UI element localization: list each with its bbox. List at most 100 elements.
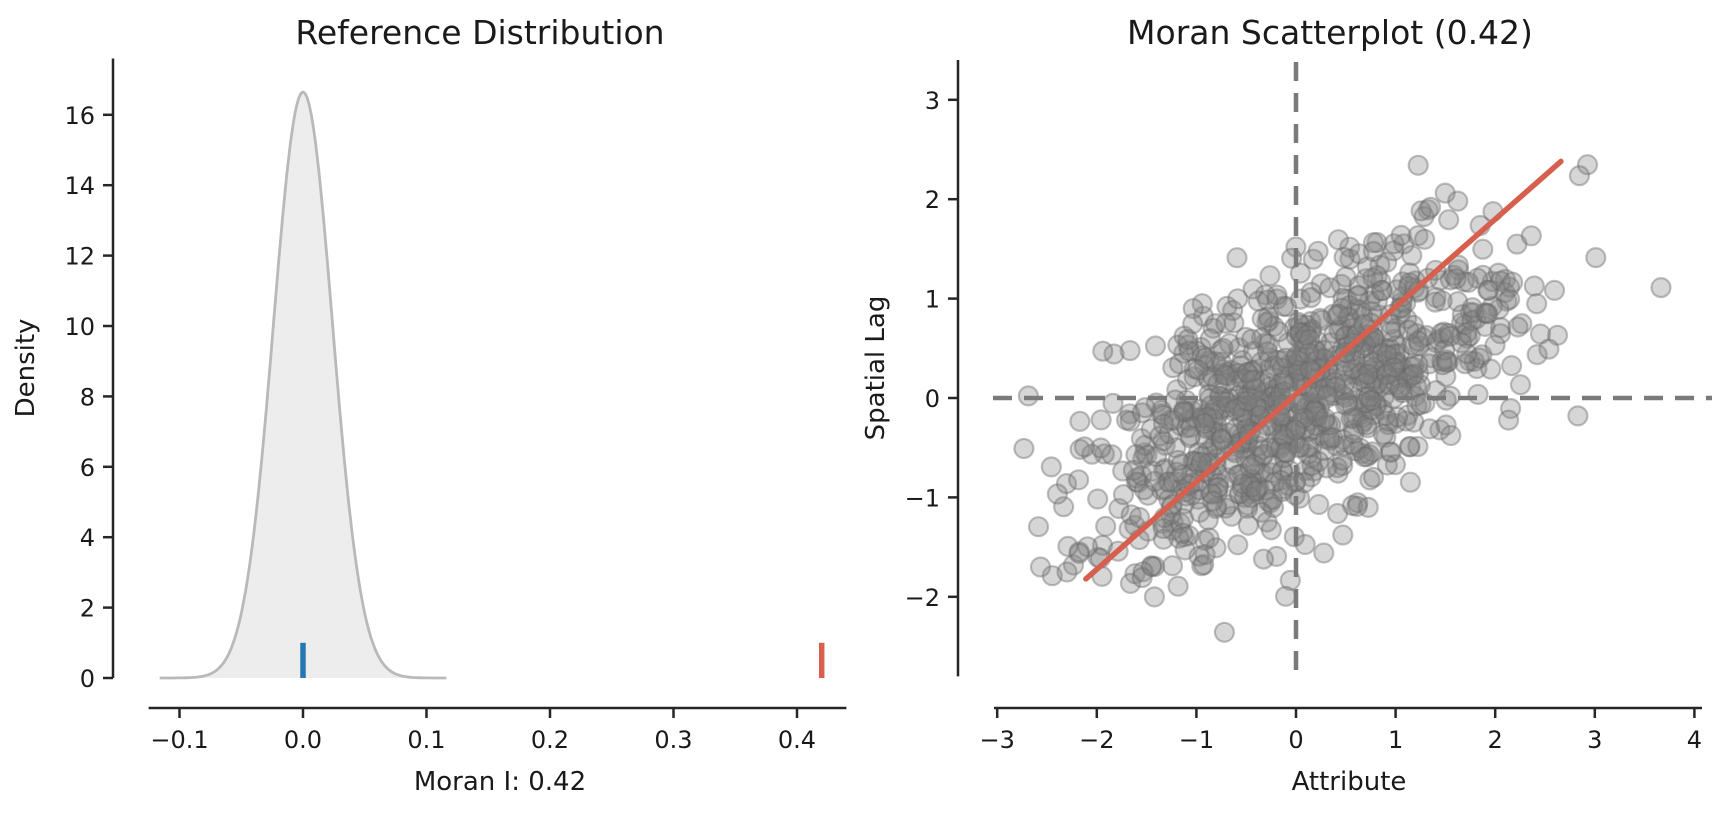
scatter-point [1265, 436, 1288, 458]
scatter-point [1227, 288, 1249, 310]
scatter-point [1212, 359, 1234, 381]
scatter-point [1395, 410, 1417, 432]
scatter-point [1254, 479, 1277, 501]
scatter-point [1273, 369, 1295, 391]
scatter-point [1435, 351, 1458, 373]
scatter-point [1258, 310, 1280, 332]
scatter-point [1413, 205, 1435, 228]
scatter-point [1112, 460, 1134, 482]
scatter-point [1420, 347, 1442, 369]
scatter-point [1385, 412, 1407, 434]
scatter-point [1251, 438, 1273, 460]
scatter-point [1585, 247, 1607, 269]
scatter-point [1393, 233, 1415, 255]
scatter-point [1402, 356, 1424, 378]
scatter-point [1447, 254, 1469, 276]
scatter-point [1435, 414, 1457, 436]
scatter-point [1471, 344, 1493, 366]
scatter-point [1294, 417, 1316, 439]
scatter-point [1225, 370, 1247, 392]
scatter-point [1055, 473, 1078, 495]
kde-y-tick-label: 10 [64, 313, 95, 341]
scatter-point [1268, 321, 1290, 343]
scatter-point [1299, 420, 1321, 442]
scatter-point [1231, 462, 1254, 485]
scatter-point [1410, 393, 1432, 415]
scatter-point [1250, 398, 1272, 420]
scatter-point [1230, 427, 1252, 449]
scatter-point [1206, 482, 1229, 504]
scatter-point [1333, 246, 1355, 268]
scatter-point [1314, 428, 1337, 450]
scatter-point [1198, 527, 1220, 549]
scatter-point [1046, 483, 1069, 505]
scatter-point [1209, 422, 1231, 444]
scatter-point [1355, 414, 1377, 436]
scatter-point [1271, 459, 1293, 481]
scatter-point [1264, 423, 1287, 445]
scatter-point [1526, 293, 1548, 315]
scatter-point [1234, 368, 1256, 390]
scatter-point [1365, 373, 1388, 395]
kde-y-axis-label: Density [11, 319, 41, 418]
scatter-point [1377, 413, 1399, 436]
scatter-point [1271, 460, 1294, 482]
scatter-point [1180, 416, 1202, 438]
scatter-point [1304, 362, 1326, 384]
scatter-point [1251, 308, 1273, 330]
scatter-point [1487, 262, 1510, 284]
scatter-point [1210, 434, 1232, 456]
scatter-point [1650, 277, 1672, 299]
scatter-point [1170, 453, 1193, 475]
scatter-point [1407, 154, 1429, 176]
scatter-point [1189, 501, 1211, 523]
scatter-point [1362, 466, 1385, 488]
scatter-point [1445, 268, 1467, 290]
scatter-point [1190, 451, 1213, 473]
scatter-point [1359, 290, 1381, 312]
scatter-point [1339, 236, 1361, 258]
scatter-point [1189, 398, 1211, 420]
scatter-point [1299, 321, 1322, 343]
scatter-point [1214, 364, 1236, 386]
scatter-point [1459, 325, 1481, 347]
scatter-point [1387, 351, 1409, 373]
scatter-point [1197, 509, 1219, 531]
scatter-point [1347, 285, 1369, 307]
scatter-point [1245, 480, 1267, 502]
scatter-point [1499, 397, 1522, 420]
scatter-point [1216, 361, 1238, 383]
scatter-point [1456, 343, 1478, 365]
scatter-point [1335, 325, 1357, 347]
scatter-point [1386, 374, 1408, 396]
scatter-point [1269, 350, 1291, 372]
scatter-point [1191, 408, 1213, 430]
scatter-point [1256, 511, 1278, 533]
scatter-point [1316, 414, 1339, 436]
scatter-point [1408, 335, 1430, 357]
kde-y-tick-label: 6 [80, 454, 95, 482]
scatter-point [1370, 271, 1392, 293]
scatter-point [1152, 528, 1175, 550]
scatter-point [1302, 248, 1324, 270]
kde-plot-title: Reference Distribution [295, 13, 664, 52]
scatter-point [1179, 425, 1202, 447]
scatter-point [1143, 586, 1166, 608]
scatter-point [1500, 355, 1523, 377]
scatter-point [1199, 328, 1221, 350]
scatter-point [1229, 367, 1251, 389]
scatter-point [1366, 337, 1388, 359]
scatter-point [1261, 488, 1283, 510]
scatter-point [1335, 266, 1357, 288]
scatter-point [1354, 372, 1376, 394]
scatter-point [1385, 365, 1407, 387]
kde-y-tick-label: 12 [64, 243, 95, 271]
scatter-point [1419, 196, 1442, 218]
scatter-point [1260, 519, 1282, 541]
scatter-point [1427, 329, 1450, 351]
scatter-point [1380, 344, 1403, 366]
scatter-point [1187, 442, 1210, 464]
scatter-point [1424, 291, 1446, 313]
scatter-point [1341, 433, 1364, 455]
scatter-point [1314, 407, 1336, 429]
